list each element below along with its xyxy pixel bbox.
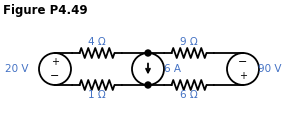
Text: +: +: [51, 57, 59, 67]
Text: 6 A: 6 A: [164, 64, 181, 74]
Text: Figure P4.49: Figure P4.49: [3, 4, 87, 17]
Text: 1 Ω: 1 Ω: [88, 90, 106, 100]
Text: 90 V: 90 V: [258, 64, 282, 74]
Text: +: +: [239, 71, 247, 81]
Text: 9 Ω: 9 Ω: [180, 37, 198, 47]
Text: −: −: [50, 71, 60, 81]
Circle shape: [145, 82, 151, 88]
Circle shape: [145, 50, 151, 56]
Text: 6 Ω: 6 Ω: [180, 90, 198, 100]
Text: −: −: [238, 57, 248, 67]
Text: 20 V: 20 V: [5, 64, 29, 74]
Text: 4 Ω: 4 Ω: [88, 37, 106, 47]
